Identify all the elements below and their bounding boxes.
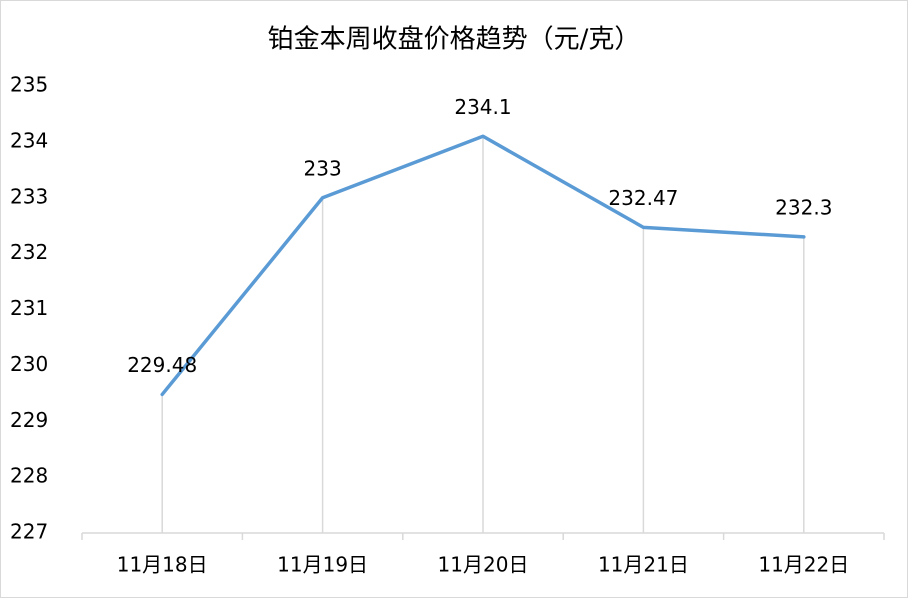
x-tick-label: 11月19日 xyxy=(277,553,368,577)
x-tick-label: 11月20日 xyxy=(438,553,529,577)
data-label: 229.48 xyxy=(127,353,197,377)
y-tick-label: 231 xyxy=(10,296,48,320)
y-tick-label: 235 xyxy=(10,73,48,97)
x-tick-label: 11月18日 xyxy=(117,553,208,577)
y-tick-label: 234 xyxy=(10,128,48,152)
x-tick-label: 11月22日 xyxy=(758,553,849,577)
data-label: 233 xyxy=(304,156,342,180)
chart-title: 铂金本周收盘价格趋势（元/克） xyxy=(268,25,641,55)
data-label: 232.47 xyxy=(608,186,678,210)
y-tick-label: 233 xyxy=(10,184,48,208)
y-tick-label: 229 xyxy=(10,408,48,432)
y-tick-label: 228 xyxy=(10,464,48,488)
y-tick-label: 227 xyxy=(10,520,48,544)
series-line xyxy=(160,134,806,397)
x-tick-label: 11月21日 xyxy=(598,553,689,577)
y-tick-label: 230 xyxy=(10,352,48,376)
data-label: 234.1 xyxy=(454,95,511,119)
data-label: 232.3 xyxy=(775,195,832,219)
y-tick-label: 232 xyxy=(10,240,48,264)
